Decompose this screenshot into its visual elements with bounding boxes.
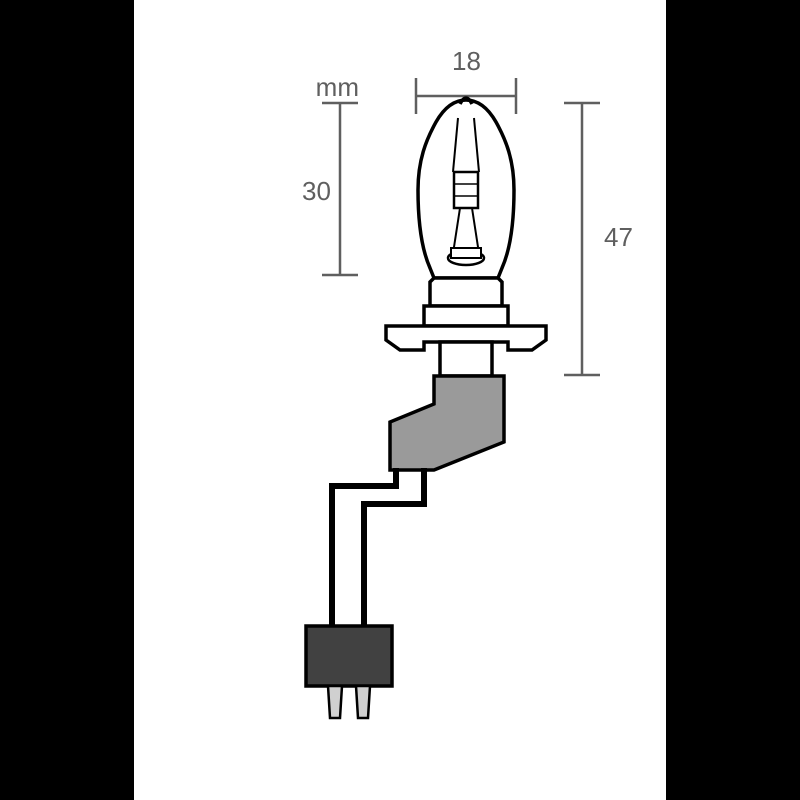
connector-body: [390, 376, 504, 470]
drawing-canvas: mm 18 30 47: [134, 0, 666, 800]
dim-total-height: 47: [604, 222, 633, 252]
bulb-diagram-svg: mm 18 30 47: [134, 0, 666, 800]
unit-label: mm: [316, 72, 359, 102]
dim-width: 18: [452, 46, 481, 76]
plug: [306, 626, 392, 718]
bulb-base: [386, 278, 546, 376]
wires: [332, 468, 424, 626]
dim-bulb-height: 30: [302, 176, 331, 206]
